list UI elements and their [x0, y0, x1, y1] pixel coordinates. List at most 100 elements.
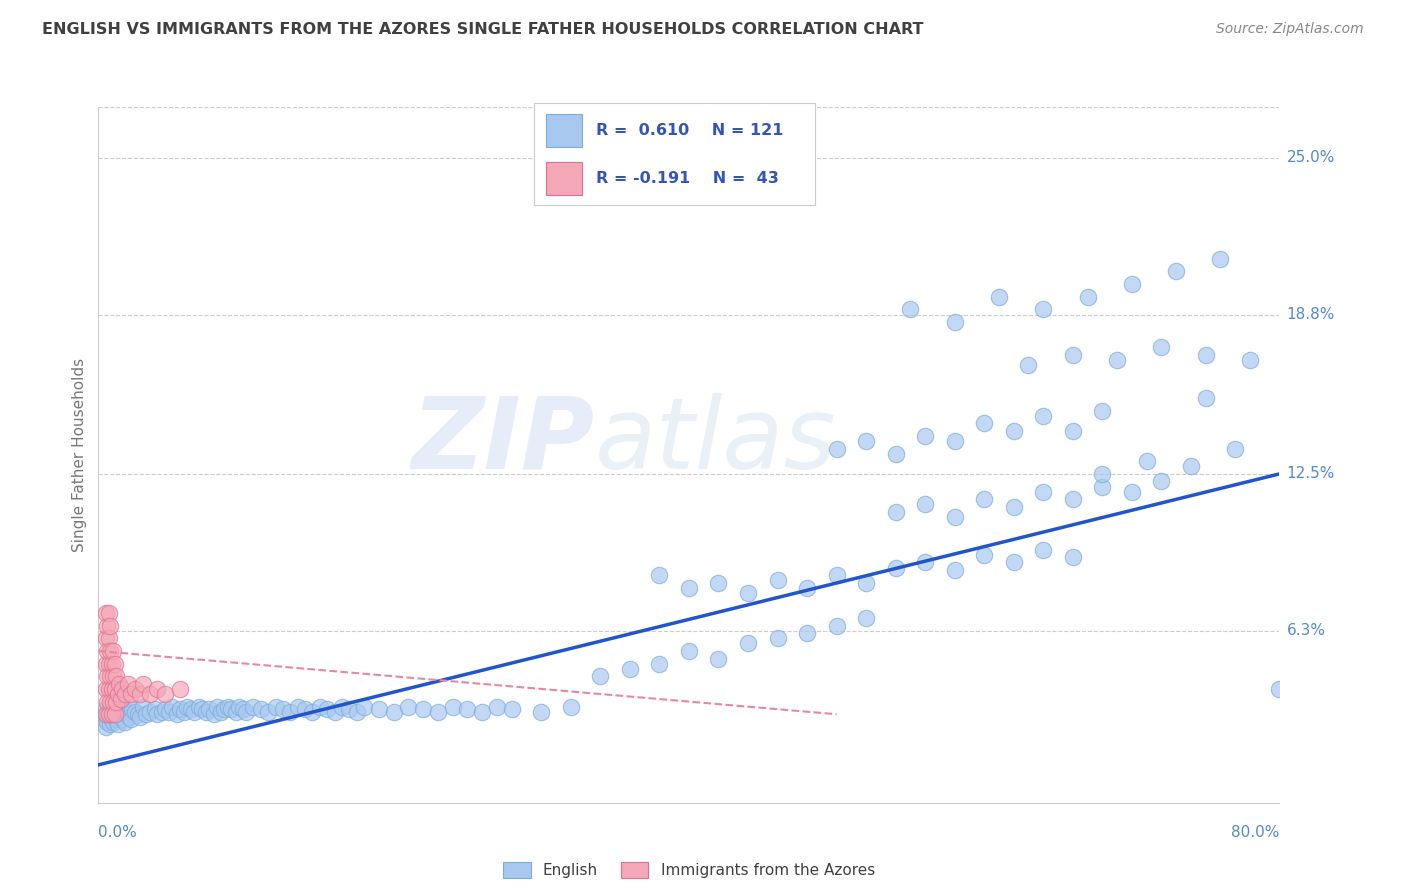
- Point: [150, 705, 173, 719]
- Point: [707, 575, 730, 590]
- Point: [94, 720, 117, 734]
- Point: [264, 699, 287, 714]
- Point: [104, 705, 127, 719]
- Point: [120, 687, 142, 701]
- Point: [337, 702, 360, 716]
- Point: [110, 710, 132, 724]
- Point: [124, 705, 146, 719]
- Point: [108, 677, 131, 691]
- Point: [825, 568, 848, 582]
- Point: [98, 669, 121, 683]
- Text: ZIP: ZIP: [412, 392, 595, 490]
- Point: [94, 681, 117, 696]
- Text: Source: ZipAtlas.com: Source: ZipAtlas.com: [1216, 22, 1364, 37]
- Point: [278, 705, 302, 719]
- Point: [943, 315, 966, 329]
- Point: [94, 707, 117, 722]
- Point: [132, 699, 155, 714]
- Point: [309, 699, 332, 714]
- Point: [1062, 424, 1084, 438]
- Point: [127, 707, 149, 722]
- Point: [219, 702, 242, 716]
- Point: [153, 702, 176, 716]
- Y-axis label: Single Father Households: Single Father Households: [72, 358, 87, 552]
- Point: [107, 699, 129, 714]
- Point: [105, 695, 128, 709]
- Point: [1032, 484, 1054, 499]
- Point: [884, 447, 907, 461]
- Point: [105, 669, 128, 683]
- Point: [111, 712, 134, 726]
- Point: [94, 606, 117, 620]
- Point: [96, 669, 118, 683]
- Point: [180, 702, 202, 716]
- Point: [225, 705, 247, 719]
- Point: [914, 429, 936, 443]
- Point: [1209, 252, 1232, 266]
- Point: [107, 687, 129, 701]
- Point: [103, 644, 125, 658]
- Point: [97, 681, 120, 696]
- Point: [104, 657, 127, 671]
- Point: [294, 702, 316, 716]
- Point: [486, 699, 509, 714]
- Point: [94, 712, 117, 726]
- Point: [1032, 302, 1054, 317]
- Point: [678, 581, 700, 595]
- Point: [242, 699, 264, 714]
- Point: [97, 705, 120, 719]
- Point: [1002, 556, 1025, 570]
- Point: [1195, 391, 1218, 405]
- Point: [98, 644, 121, 658]
- Point: [707, 651, 730, 665]
- Point: [120, 712, 142, 726]
- Point: [121, 702, 143, 716]
- Point: [1032, 542, 1054, 557]
- Point: [766, 632, 789, 646]
- Point: [98, 717, 121, 731]
- Point: [914, 556, 936, 570]
- Point: [301, 705, 323, 719]
- Legend: English, Immigrants from the Azores: English, Immigrants from the Azores: [495, 855, 883, 886]
- Point: [209, 705, 232, 719]
- Point: [146, 707, 169, 722]
- Point: [183, 705, 205, 719]
- Point: [205, 699, 228, 714]
- Point: [100, 712, 122, 726]
- Point: [973, 417, 995, 431]
- Point: [441, 699, 464, 714]
- Point: [97, 707, 120, 722]
- Point: [1002, 500, 1025, 514]
- Point: [884, 505, 907, 519]
- Point: [648, 568, 671, 582]
- Point: [97, 632, 120, 646]
- Point: [589, 669, 612, 683]
- Point: [169, 702, 191, 716]
- Point: [96, 644, 118, 658]
- Text: atlas: atlas: [595, 392, 837, 490]
- Point: [110, 692, 132, 706]
- Point: [104, 707, 127, 722]
- Point: [169, 681, 191, 696]
- Point: [973, 492, 995, 507]
- Text: 6.3%: 6.3%: [1286, 624, 1326, 639]
- Point: [973, 548, 995, 562]
- Point: [235, 705, 257, 719]
- Point: [1164, 264, 1187, 278]
- Point: [98, 618, 121, 632]
- Point: [884, 560, 907, 574]
- Point: [1135, 454, 1157, 468]
- Point: [100, 707, 122, 722]
- Point: [191, 702, 214, 716]
- Point: [162, 699, 183, 714]
- Point: [766, 573, 789, 587]
- Point: [103, 695, 125, 709]
- Point: [855, 575, 877, 590]
- Bar: [546, 162, 582, 194]
- Point: [1077, 290, 1099, 304]
- Point: [1091, 479, 1114, 493]
- Text: 25.0%: 25.0%: [1286, 150, 1334, 165]
- Point: [1150, 340, 1173, 354]
- Point: [98, 699, 121, 714]
- Point: [94, 632, 117, 646]
